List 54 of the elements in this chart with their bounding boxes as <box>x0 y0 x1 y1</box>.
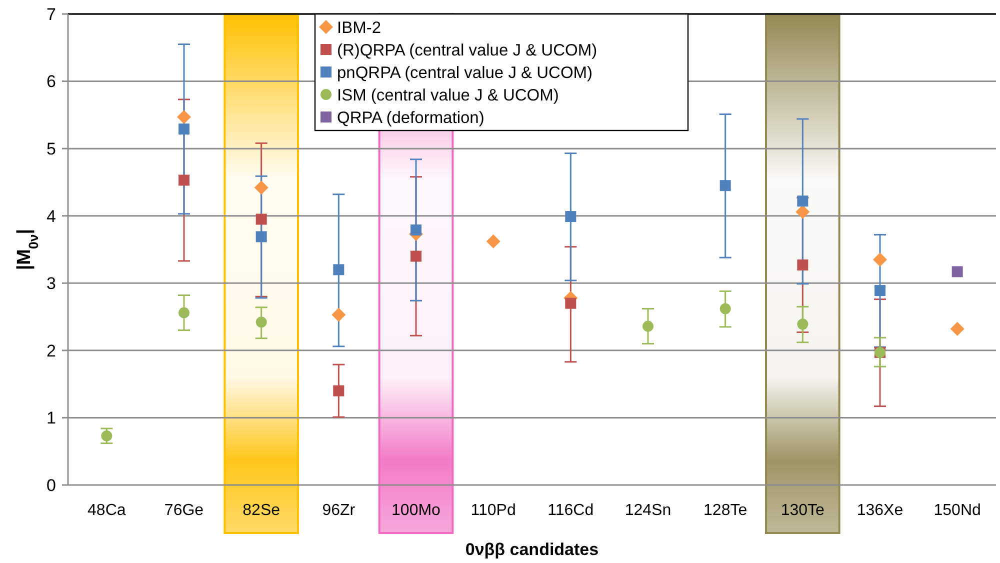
point <box>333 385 344 396</box>
x-tick-label: 130Te <box>780 502 825 519</box>
y-tick-label: 1 <box>46 408 56 428</box>
x-tick-label: 136Xe <box>856 502 904 519</box>
y-tick-label: 6 <box>46 72 56 92</box>
point <box>797 196 808 207</box>
point <box>950 322 964 336</box>
y-tick-label: 4 <box>46 206 56 226</box>
y-tick-label: 5 <box>46 140 56 159</box>
legend-label: QRPA (deformation) <box>337 108 484 127</box>
point <box>256 231 267 242</box>
x-tick-label: 124Sn <box>624 502 672 519</box>
x-axis-title: 0νββ candidates <box>465 540 599 559</box>
legend-label: pnQRPA (central value J & UCOM) <box>337 64 593 82</box>
point <box>796 204 810 219</box>
point <box>332 308 346 322</box>
point <box>720 303 731 314</box>
point <box>410 224 422 236</box>
point <box>178 174 190 186</box>
y-tick-label: 0 <box>46 476 56 495</box>
point <box>101 430 112 442</box>
point <box>797 318 808 330</box>
x-tick-label: 76Ge <box>164 502 204 519</box>
point <box>410 250 422 262</box>
legend-label: ISM (central value J & UCOM) <box>337 86 559 104</box>
x-tick-label: 82Se <box>242 502 280 519</box>
point <box>256 214 267 225</box>
point <box>874 285 886 296</box>
y-tick-label: 7 <box>46 4 56 24</box>
point <box>178 124 190 135</box>
x-tick-label: 116Cd <box>548 502 594 519</box>
point <box>256 316 267 328</box>
point <box>254 180 268 195</box>
legend-label: (R)QRPA (central value J & UCOM) <box>337 41 598 60</box>
point <box>720 180 731 192</box>
point <box>565 211 576 222</box>
point <box>177 110 191 124</box>
point <box>952 266 963 278</box>
y-tick-label: 3 <box>46 274 56 294</box>
x-tick-label: 48Ca <box>88 502 126 519</box>
point <box>565 298 576 309</box>
x-tick-label: 150Nd <box>934 502 981 519</box>
point <box>486 234 500 248</box>
point <box>873 252 887 267</box>
point <box>642 320 654 332</box>
point <box>333 264 344 276</box>
x-tick-label: 100Mo <box>392 502 441 519</box>
point <box>797 259 808 270</box>
x-tick-label: 128Te <box>704 502 748 519</box>
x-tick-label: 96Zr <box>322 502 356 519</box>
y-tick-label: 2 <box>46 341 56 360</box>
legend-label: IBM-2 <box>337 18 382 37</box>
point <box>178 307 190 318</box>
x-tick-label: 110Pd <box>470 502 516 519</box>
